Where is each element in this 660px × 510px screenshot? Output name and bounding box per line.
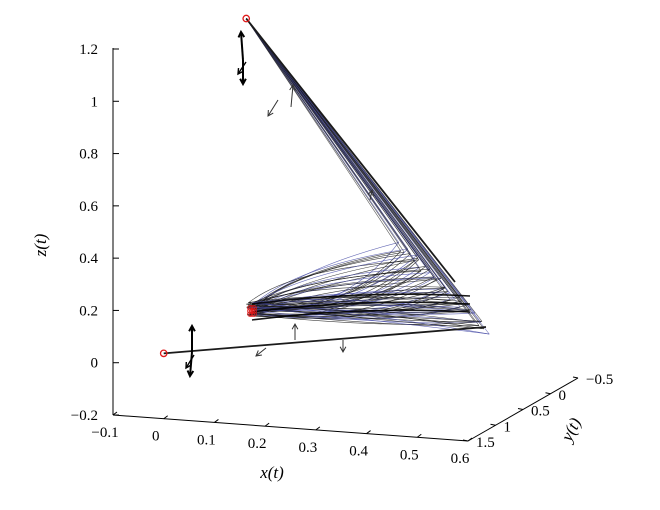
arrow-head [267,109,274,117]
y-tick-mark [490,423,496,426]
trajectory-curve [245,18,405,253]
end-leg [245,17,456,283]
turn-point-marker [249,311,255,317]
x-tick-mark [416,433,422,438]
y-tick-label: 0 [559,388,567,404]
y-axis-label: y(t) [556,414,585,446]
arrow-shaft [267,99,279,117]
end-point-marker [242,14,251,23]
start-point-marker [159,349,168,358]
x-axis-ticks: −0.1 0 0.1 0.2 0.3 0.4 0.5 0.6 [91,411,473,467]
y-tick-label: 0.5 [531,404,550,420]
z-tick-label: −0.2 [71,408,98,424]
x-tick-label: 0.5 [400,447,419,463]
z-axis-label: z(t) [31,233,50,257]
y-axis-ticks: −0.5 0 0.5 1 1.5 [462,372,613,451]
arrow-head [186,370,195,379]
turn-point-marker [247,311,253,317]
arrow-head [289,83,296,91]
y-tick-mark [545,392,551,395]
arrow-head [339,346,347,354]
trajectory-curve [245,18,451,301]
y-tick-mark [462,439,469,442]
arrow-head [239,78,247,87]
x-tick-mark [264,422,270,427]
x-tick-mark [163,415,169,420]
x-tick-label: 0.1 [197,432,216,448]
x-axis-label: x(t) [259,463,284,482]
z-axis-ticks: −0.2 0 0.2 0.4 0.6 0.8 1 1.2 [71,42,119,424]
x-tick-label: 0.4 [349,444,368,460]
x-tick-mark [315,426,321,431]
reference-curve [255,248,408,304]
trajectory-curve [245,18,401,252]
x-tick-mark [214,419,219,423]
trajectory-bundle [163,17,490,355]
z-tick-label: 1.2 [79,42,98,58]
trajectory-curve [253,304,469,314]
x-tick-label: 0 [152,429,160,445]
y-tick-mark [517,408,524,410]
x-tick-label: 0.6 [451,451,470,467]
y-tick-label: 1.5 [476,435,495,451]
arrow-head [185,361,192,370]
trajectory-curve [247,268,431,306]
arrow-shaft [240,31,244,61]
z-tick-label: 1 [91,94,99,110]
arrow-head [237,67,244,76]
x-tick-label: 0.2 [248,436,267,452]
arrow-head [255,350,262,357]
z-tick-label: 0 [91,356,99,372]
arrow-head [188,323,196,332]
trajectory-curve [248,305,484,330]
trajectory-band [251,309,471,321]
x-tick-label: 0.3 [298,440,317,456]
y-tick-mark [572,376,579,379]
trajectory-band [251,293,471,305]
trajectory-curve [245,18,422,272]
endpoint-markers [159,14,257,358]
trajectory-curve [248,260,415,303]
arrow-shaft [369,189,373,201]
arrow-head [237,29,246,38]
y-tick-label: −0.5 [586,372,613,388]
z-tick-label: 0.4 [79,251,98,267]
x-tick-mark [467,437,473,442]
turn-point-marker [251,311,257,317]
x-tick-mark [366,430,371,434]
trajectory-curve [247,314,483,325]
trajectory-curve [253,286,446,303]
trajectory-band [251,301,471,313]
trajectory-curve [252,306,475,322]
x-axis-line [112,414,469,442]
x-tick-mark [112,411,118,416]
direction-arrows [185,29,375,379]
x-tick-label: −0.1 [91,425,118,441]
reference-curve [245,18,461,308]
reference-curve [252,306,490,335]
y-tick-label: 1 [504,419,512,435]
z-tick-label: 0.8 [79,147,98,163]
arrow-shaft [290,84,294,108]
arrow-shaft [189,351,193,377]
arrow-shaft [255,347,267,357]
start-leg [163,326,487,355]
z-tick-label: 0.2 [79,303,98,319]
axes [112,48,579,442]
arrow-head [291,322,299,330]
z-tick-label: 0.6 [79,199,98,215]
arrow-shaft [237,61,247,75]
trajectory-curve [247,313,483,322]
arrow-head [367,188,375,196]
reference-curve [252,306,490,335]
arrow-shaft [185,354,195,369]
trajectory-curve [257,301,472,311]
